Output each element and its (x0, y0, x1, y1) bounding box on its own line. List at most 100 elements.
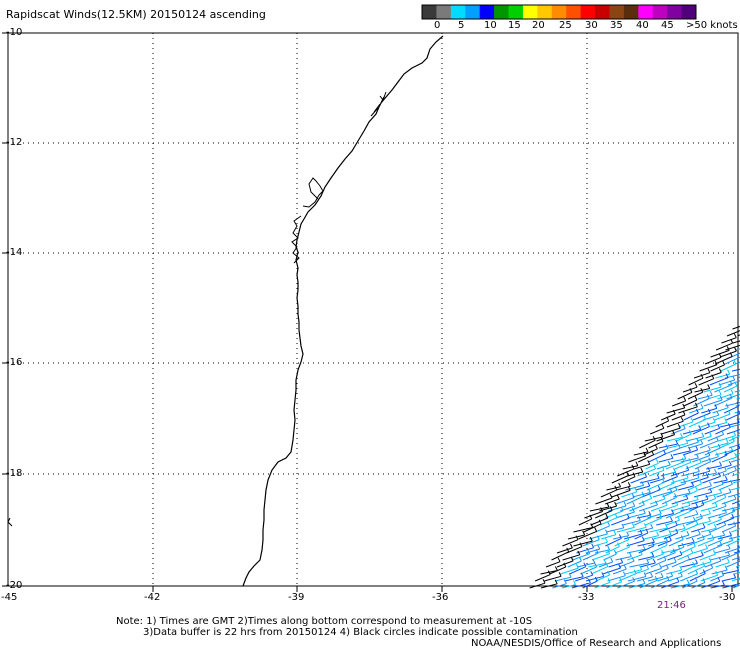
wind-barb-flag (666, 416, 670, 422)
wind-barb-flag (725, 373, 729, 378)
wind-barb (709, 524, 727, 533)
wind-barb-flag (654, 575, 658, 581)
wind-barb (731, 528, 740, 533)
wind-barb-flag (663, 449, 666, 455)
legend-swatch (595, 5, 610, 19)
wind-barb (626, 495, 645, 505)
wind-barb-flag (659, 513, 663, 519)
wind-barb-flag (662, 494, 666, 500)
wind-barb-flag (609, 493, 613, 499)
wind-barb-flag (724, 418, 728, 423)
wind-barb-flag (664, 540, 668, 546)
wind-barb (685, 533, 701, 540)
wind-barb-flag (632, 576, 636, 582)
wind-barb-flag (692, 542, 696, 547)
wind-barb-flag (688, 429, 692, 435)
wind-barb-flag (727, 423, 731, 428)
wind-barb-flag (672, 430, 676, 435)
wind-barb-flag (656, 531, 660, 536)
wind-barb-flag (597, 544, 601, 550)
wind-barb (733, 550, 740, 554)
wind-barb-flag (665, 523, 668, 529)
legend-swatch (465, 5, 481, 19)
wind-barb-flag (724, 475, 728, 481)
wind-barb (691, 498, 709, 505)
wind-barb (697, 538, 715, 547)
coastline (242, 35, 444, 587)
wind-barb (606, 486, 621, 491)
wind-barb (726, 560, 740, 568)
wind-barb-flag (728, 488, 732, 493)
wind-barb (554, 576, 572, 582)
wind-barb (655, 420, 669, 428)
legend-swatch (551, 5, 567, 19)
wind-barb (611, 475, 629, 484)
wind-barb-flag (614, 485, 618, 491)
wind-barb (595, 525, 610, 533)
wind-barb-flag (677, 423, 681, 429)
wind-barb-flag (642, 509, 646, 514)
wind-barb-flag (661, 424, 665, 429)
wind-barb-flag (610, 557, 614, 563)
wind-barb (736, 397, 740, 400)
wind-barb (710, 349, 730, 358)
wind-barb (666, 519, 680, 526)
wind-barb (645, 517, 662, 526)
wind-barb (666, 569, 682, 575)
wind-barb (733, 572, 740, 575)
wind-barb (714, 449, 733, 456)
wind-barb-flag (695, 445, 699, 451)
wind-barb-flag (727, 550, 731, 556)
wind-barb (680, 524, 699, 533)
wind-barb-flag (679, 565, 683, 571)
wind-map (2, 32, 740, 592)
wind-barb-flag (699, 479, 703, 485)
wind-barb (599, 517, 618, 526)
wind-barb (701, 456, 719, 463)
wind-barb (681, 545, 696, 554)
wind-barb (647, 553, 664, 561)
wind-barb (660, 504, 678, 512)
wind-barb (691, 527, 706, 533)
wind-barb (677, 391, 693, 400)
lat-label--14: -14 (6, 247, 23, 258)
wind-barb-flag (692, 561, 696, 567)
wind-barb (707, 512, 727, 519)
wind-barb (721, 569, 739, 575)
wind-barb (697, 435, 712, 442)
wind-barb-flag (639, 565, 643, 571)
wind-barb-flag (691, 481, 695, 487)
wind-barb-flag (613, 530, 617, 535)
legend-swatch (667, 5, 683, 19)
wind-barb (704, 447, 721, 456)
pass-time-label: 21:46 (657, 600, 686, 611)
wind-barb (582, 539, 600, 547)
wind-barb (645, 462, 659, 470)
lat-label--18: -18 (6, 468, 23, 479)
wind-barb-flag (669, 487, 673, 492)
wind-barb (556, 547, 573, 554)
wind-barb (722, 469, 737, 477)
wind-barb-flag (632, 501, 636, 507)
legend-swatch (652, 5, 668, 19)
wind-barb-flag (583, 562, 587, 567)
wind-barb-flag (716, 452, 719, 457)
wind-barb-flag (705, 544, 708, 549)
wind-barb (602, 567, 621, 575)
wind-barb (628, 526, 647, 533)
wind-barb (698, 378, 714, 386)
wind-barb-flag (682, 403, 686, 409)
wind-barb (724, 447, 740, 456)
wind-barb (715, 342, 733, 351)
wind-barb (625, 484, 644, 491)
legend-swatch (450, 5, 466, 19)
wind-barb (705, 372, 722, 379)
lon-label--33: -33 (578, 592, 595, 603)
wind-barb-flag (644, 472, 648, 478)
wind-barb (719, 422, 740, 428)
wind-barb-flag (718, 472, 721, 477)
wind-barb-flag (635, 461, 639, 466)
wind-barb (661, 581, 680, 589)
wind-barb-flag (634, 487, 638, 493)
wind-barb-flag (707, 408, 711, 414)
